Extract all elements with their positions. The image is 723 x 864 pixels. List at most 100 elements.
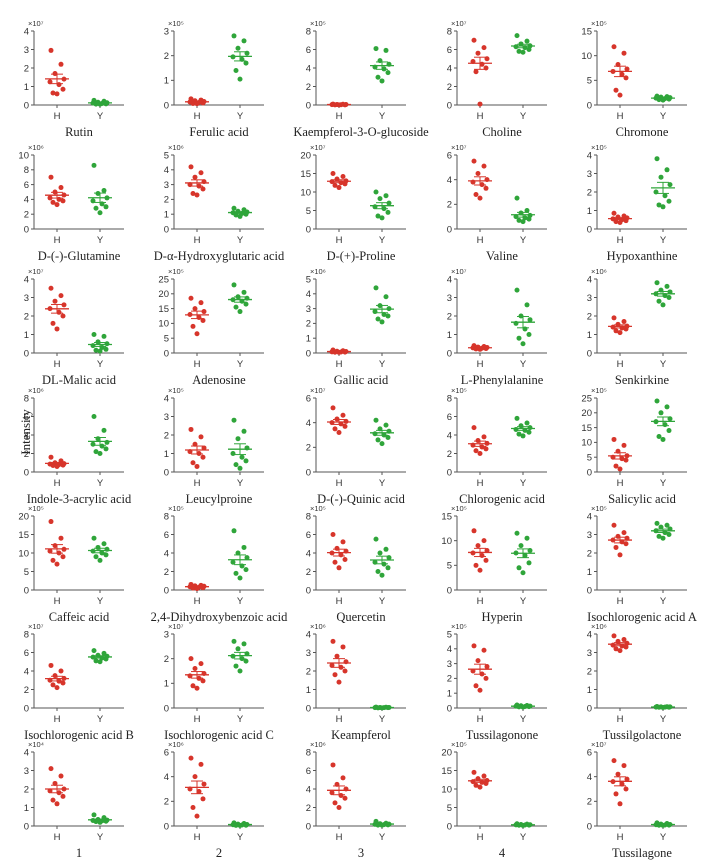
data-point-h (475, 658, 481, 664)
y-tick-label: 0 (164, 821, 169, 832)
panel-exponent: ×10⁶ (310, 267, 326, 276)
x-tick-label: Y (379, 235, 386, 246)
data-point-y (666, 198, 672, 204)
data-point-y (666, 428, 672, 434)
data-point-h (194, 685, 200, 691)
data-point-h (200, 796, 206, 802)
y-tick-label: 0 (306, 585, 311, 596)
data-point-h (484, 664, 490, 670)
x-tick-label: H (54, 596, 61, 607)
x-tick-label: Y (97, 359, 104, 370)
panel-title: Hyperin (482, 610, 524, 624)
data-point-y (527, 317, 533, 323)
data-point-y (379, 78, 385, 84)
data-point-y (241, 428, 247, 434)
data-point-y (524, 420, 530, 426)
x-tick-label: Y (237, 596, 244, 607)
data-point-h (54, 801, 60, 807)
data-point-y (666, 532, 672, 537)
panel-exponent: ×10⁷ (451, 19, 467, 28)
data-point-y (658, 174, 664, 180)
panel: ×10⁴ 0 1 2 3 4 H Y 1 (24, 740, 124, 860)
y-tick-label: 6 (24, 412, 29, 423)
x-tick-label: H (617, 111, 624, 122)
x-tick-label: Y (237, 714, 244, 725)
data-point-y (377, 550, 383, 556)
y-tick-label: 0 (164, 585, 169, 596)
data-point-h (342, 668, 348, 674)
data-point-h (50, 682, 56, 688)
y-tick-label: 8 (447, 26, 452, 37)
y-tick-label: 0 (164, 224, 169, 235)
data-point-h (201, 309, 207, 315)
data-point-y (377, 196, 383, 202)
data-point-h (200, 454, 206, 460)
data-point-y (660, 535, 666, 541)
x-tick-label: Y (237, 832, 244, 843)
data-point-h (471, 425, 477, 431)
panel: ×10⁶ 0 1 2 3 4 5 H Y D-α-Hydroxyglutaric acid (154, 143, 285, 263)
data-point-h (624, 66, 630, 72)
data-point-h (200, 317, 206, 323)
x-tick-label: Y (520, 111, 527, 122)
y-tick-label: 20 (441, 747, 452, 758)
y-tick-label: 4 (24, 274, 29, 285)
x-tick-label: H (477, 714, 484, 725)
y-tick-label: 3 (587, 648, 592, 659)
x-tick-label: Y (97, 478, 104, 489)
data-point-y (373, 189, 379, 195)
y-tick-label: 0 (24, 703, 29, 714)
panel: ×10⁶ 0 1 2 3 4 H Y Tussilgolactone (587, 622, 687, 742)
data-point-h (613, 544, 619, 550)
data-point-h (615, 321, 621, 327)
data-point-h (54, 202, 60, 208)
data-point-y (516, 48, 522, 54)
data-point-y (664, 167, 670, 173)
y-tick-label: 0 (587, 100, 592, 111)
data-point-y (383, 294, 389, 300)
y-tick-label: 10 (300, 187, 311, 198)
data-point-y (386, 200, 392, 206)
data-point-h (332, 800, 338, 806)
y-tick-label: 5 (164, 334, 169, 345)
y-tick-label: 4 (447, 175, 452, 186)
y-tick-label: 0 (164, 100, 169, 111)
data-point-y (103, 446, 109, 452)
panel-title: Keampferol (331, 728, 391, 742)
panel: ×10⁶ 0 1 2 3 4 H Y Senkirkine (587, 267, 687, 387)
data-point-h (619, 71, 625, 77)
panel-title: D-(-)-Quinic acid (317, 492, 406, 506)
y-tick-label: 0 (306, 348, 311, 359)
data-point-h (200, 678, 206, 684)
data-point-h (332, 559, 338, 565)
x-tick-label: H (194, 111, 201, 122)
data-point-y (241, 641, 247, 647)
data-point-h (473, 69, 479, 75)
data-point-y (237, 76, 243, 82)
x-tick-label: Y (379, 596, 386, 607)
data-point-h (611, 315, 617, 321)
y-tick-label: 25 (581, 393, 592, 404)
y-tick-label: 4 (164, 548, 169, 559)
data-point-h (330, 762, 336, 768)
data-point-y (385, 434, 391, 440)
data-point-h (330, 171, 336, 176)
data-point-y (237, 823, 243, 829)
y-tick-label: 5 (24, 567, 29, 578)
y-tick-label: 5 (587, 453, 592, 464)
x-tick-label: H (54, 359, 61, 370)
data-point-h (483, 780, 489, 786)
y-tick-label: 6 (306, 766, 311, 777)
y-tick-label: 2 (447, 82, 452, 93)
y-tick-label: 4 (164, 393, 169, 404)
x-tick-label: H (194, 596, 201, 607)
panel-title: Isochlorogenic acid C (164, 728, 274, 742)
y-tick-label: 4 (587, 274, 592, 285)
y-tick-label: 2 (24, 63, 29, 74)
y-tick-label: 0 (24, 224, 29, 235)
y-tick-label: 1 (24, 330, 29, 341)
data-point-h (334, 653, 340, 659)
x-tick-label: Y (97, 235, 104, 246)
data-point-y (524, 38, 530, 44)
data-point-h (477, 451, 483, 456)
